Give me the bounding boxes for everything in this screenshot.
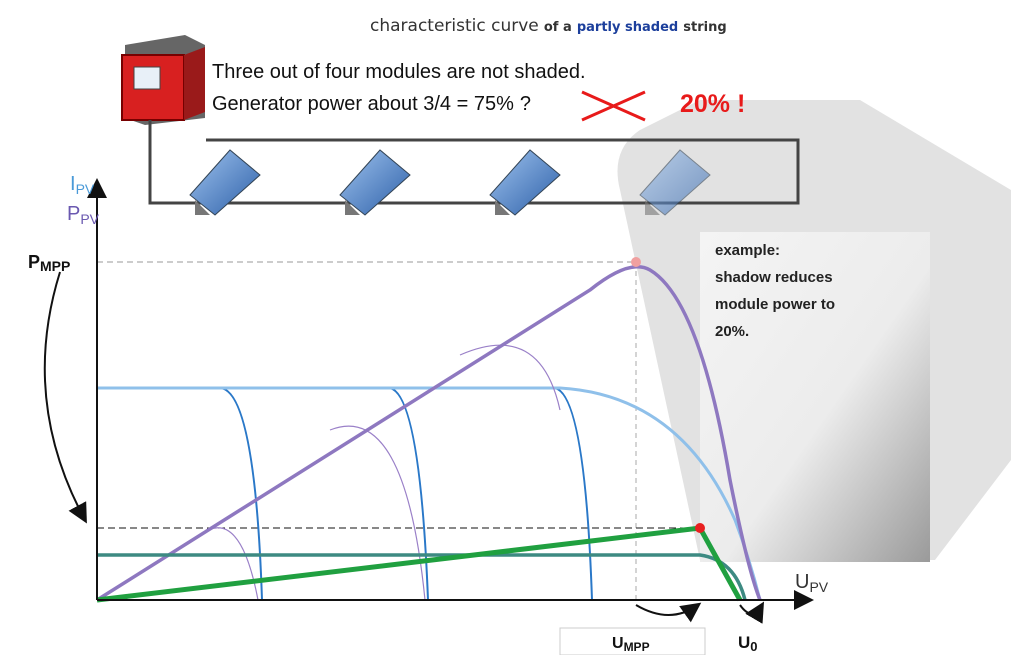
label-sub: MPP [40, 258, 70, 274]
axis-label: U0 [738, 633, 758, 654]
note-line: Generator power about 3/4 = 75%? [212, 93, 531, 115]
axis-label: PPV [67, 203, 100, 227]
inverter [121, 35, 205, 125]
label-main: U [612, 635, 624, 652]
module [189, 149, 261, 216]
module-shaded [639, 149, 711, 216]
arrow [635, 602, 702, 623]
module [339, 149, 411, 216]
note-text: Generator power about 3/4 = [212, 93, 474, 115]
title-main: characteristic curve [370, 16, 539, 36]
arrow [739, 601, 765, 624]
title-highlight: partly shaded [577, 20, 678, 35]
result: 20% ! [680, 90, 745, 118]
module [489, 149, 561, 216]
example-line: example: [715, 242, 780, 259]
example-box [700, 232, 930, 562]
title-end: string [683, 20, 726, 35]
struck-value: 75% [474, 93, 514, 115]
label-sub: PV [809, 579, 828, 595]
note-question: ? [520, 93, 531, 115]
title: characteristic curve of a partly shaded … [370, 16, 727, 36]
example-line: shadow reduces [715, 269, 833, 286]
axis-label: UMPP [612, 635, 650, 654]
example-line: 20%. [715, 323, 749, 340]
label-main: P [67, 203, 80, 225]
label-main: U [738, 633, 750, 652]
axis-label: UPV [795, 571, 829, 595]
label-sub: PV [76, 181, 95, 197]
title-of: of a [544, 20, 572, 35]
note-line: Three out of four modules are not shaded… [212, 61, 586, 83]
wire [148, 120, 800, 205]
label-sub: 0 [750, 639, 757, 654]
label-box [559, 627, 706, 655]
label-sub: MPP [624, 640, 650, 654]
mpp-point [631, 257, 641, 267]
label-main: I [70, 173, 76, 195]
label-sub: PV [80, 211, 99, 227]
example-line: module power to [715, 296, 835, 313]
axis-label: PMPP [28, 252, 70, 274]
arrow [43, 271, 87, 524]
cross-out [581, 90, 646, 122]
mpp-point [695, 523, 705, 533]
label-main: P [28, 252, 40, 272]
label-main: U [795, 571, 809, 593]
axis-label: IPV [70, 173, 95, 197]
